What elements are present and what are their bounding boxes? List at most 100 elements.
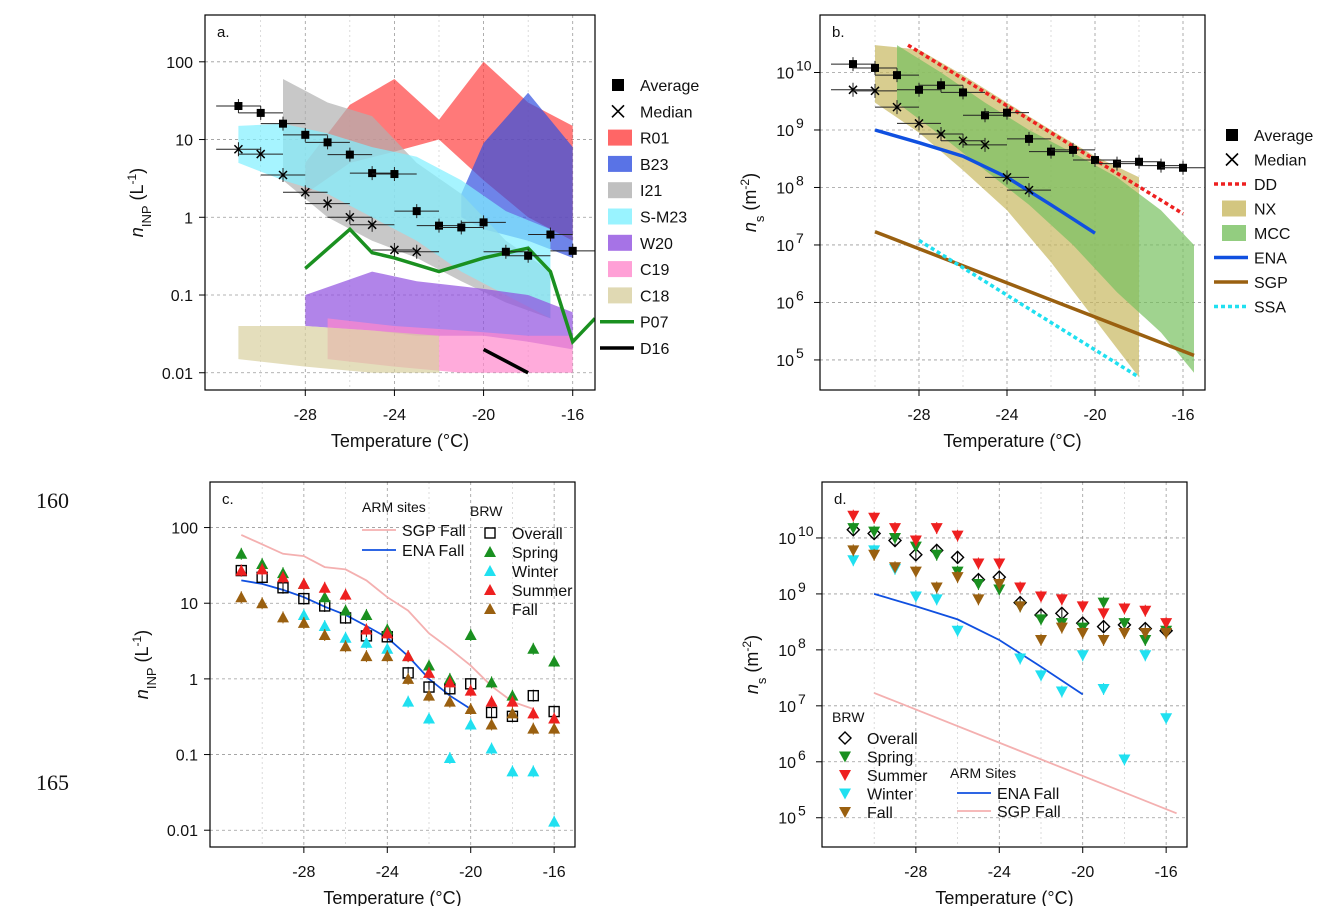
y-axis-label: ns (m-2) [740, 635, 769, 694]
line-sgp [874, 230, 1195, 358]
point-spring [889, 532, 901, 544]
band-c18 [238, 326, 439, 373]
point-fall [464, 702, 477, 714]
legend-swatch [611, 104, 625, 118]
legend-b: Average Median DD NX MCC ENA SGP SSA [1214, 128, 1313, 317]
y-tick-label: 10 [776, 238, 794, 255]
line-d16 [482, 347, 529, 375]
y-axis-label: nINP (L-1) [130, 630, 159, 699]
legend-label: ENA Fall [997, 786, 1059, 803]
point-winter [443, 752, 456, 764]
panel-label: d. [834, 491, 847, 508]
point-fall [485, 718, 498, 730]
point-average [457, 223, 466, 232]
legend-label: Fall [867, 805, 893, 822]
point-spring [868, 526, 881, 538]
point-average [871, 63, 879, 72]
y-tick-label: 10 [778, 755, 796, 772]
legend-title: ARM Sites [950, 765, 1016, 781]
line-number-160: 160 [36, 488, 69, 513]
y-label-n: n [740, 222, 760, 232]
x-tick-label: -24 [995, 407, 1018, 424]
line-dd [907, 43, 1184, 216]
point-average [390, 170, 399, 179]
point-average [959, 88, 967, 97]
legend-label: C18 [640, 288, 669, 305]
y-tick-label: 100 [171, 521, 198, 538]
legend-label: C19 [640, 262, 669, 279]
y-axis-label: ns (m-2) [738, 173, 767, 232]
legend-label: Overall [867, 731, 918, 748]
line-ssa [918, 238, 1140, 379]
y-label-close: ) [740, 173, 760, 179]
point-winter [318, 619, 331, 631]
legend-swatch [612, 79, 624, 91]
y-tick-label: 0.01 [162, 366, 193, 383]
legend-title: ARM sites [362, 499, 426, 515]
legend-swatch [839, 751, 851, 763]
y-tick-exponent: 9 [798, 579, 806, 595]
point-fall [1160, 628, 1173, 640]
legend-label: Winter [512, 564, 559, 581]
plot-area [846, 509, 1177, 815]
legend-swatch [608, 208, 632, 225]
y-tick-exponent: 6 [798, 747, 806, 763]
point-average [412, 207, 421, 216]
y-tick-exponent: 8 [798, 635, 806, 651]
y-label-close: ) [127, 168, 147, 174]
legend-swatch [1226, 129, 1238, 141]
y-tick-label: 10 [778, 531, 796, 548]
point-fall [1139, 628, 1152, 640]
legend-swatch [484, 565, 496, 576]
point-fall [889, 562, 901, 574]
point-fall [297, 616, 310, 628]
point-average [915, 85, 923, 94]
legend-label: Summer [512, 583, 573, 600]
y-tick-exponent: 7 [798, 691, 806, 707]
panel-label: a. [217, 24, 230, 41]
point-summer [868, 512, 881, 524]
legend-swatch [608, 287, 632, 304]
point-fall [548, 722, 561, 734]
point-median [233, 144, 243, 154]
x-tick-label: -24 [383, 407, 406, 424]
point-median [300, 187, 310, 197]
x-tick-label: -20 [472, 407, 495, 424]
x-axis-label: Temperature (°C) [935, 888, 1073, 906]
point-overall [846, 522, 861, 537]
line-ena [874, 128, 1096, 235]
point-summer [235, 564, 248, 576]
legend-swatch [1225, 152, 1239, 167]
point-winter [909, 591, 922, 603]
point-winter [297, 608, 310, 620]
plot-frame [821, 481, 1188, 848]
point-median [892, 102, 902, 112]
legend-label: MCC [1254, 226, 1290, 243]
legend-label: Fall [512, 602, 538, 619]
legend-swatch [608, 234, 632, 251]
y-tick-exponent: 8 [796, 172, 804, 188]
point-average [568, 246, 577, 255]
point-median [278, 170, 288, 180]
point-spring [1118, 618, 1131, 630]
legend-label: R01 [640, 131, 669, 148]
point-fall [443, 695, 456, 707]
point-average [1003, 108, 1011, 117]
point-fall [277, 611, 289, 623]
point-median [1002, 172, 1012, 182]
point-winter [1076, 650, 1089, 662]
point-summer [889, 523, 901, 535]
plot-area [216, 61, 595, 375]
point-median [870, 86, 880, 96]
y-label-n: n [132, 689, 152, 699]
point-fall [951, 572, 964, 584]
y-label-sub: s [754, 677, 769, 684]
x-tick-label: -28 [292, 864, 315, 881]
point-winter [930, 594, 943, 606]
legend-label: B23 [640, 157, 669, 174]
point-median [936, 129, 946, 139]
legend-swatch [1222, 200, 1246, 217]
legend-label: ENA Fall [402, 543, 464, 560]
point-overall [950, 550, 965, 565]
